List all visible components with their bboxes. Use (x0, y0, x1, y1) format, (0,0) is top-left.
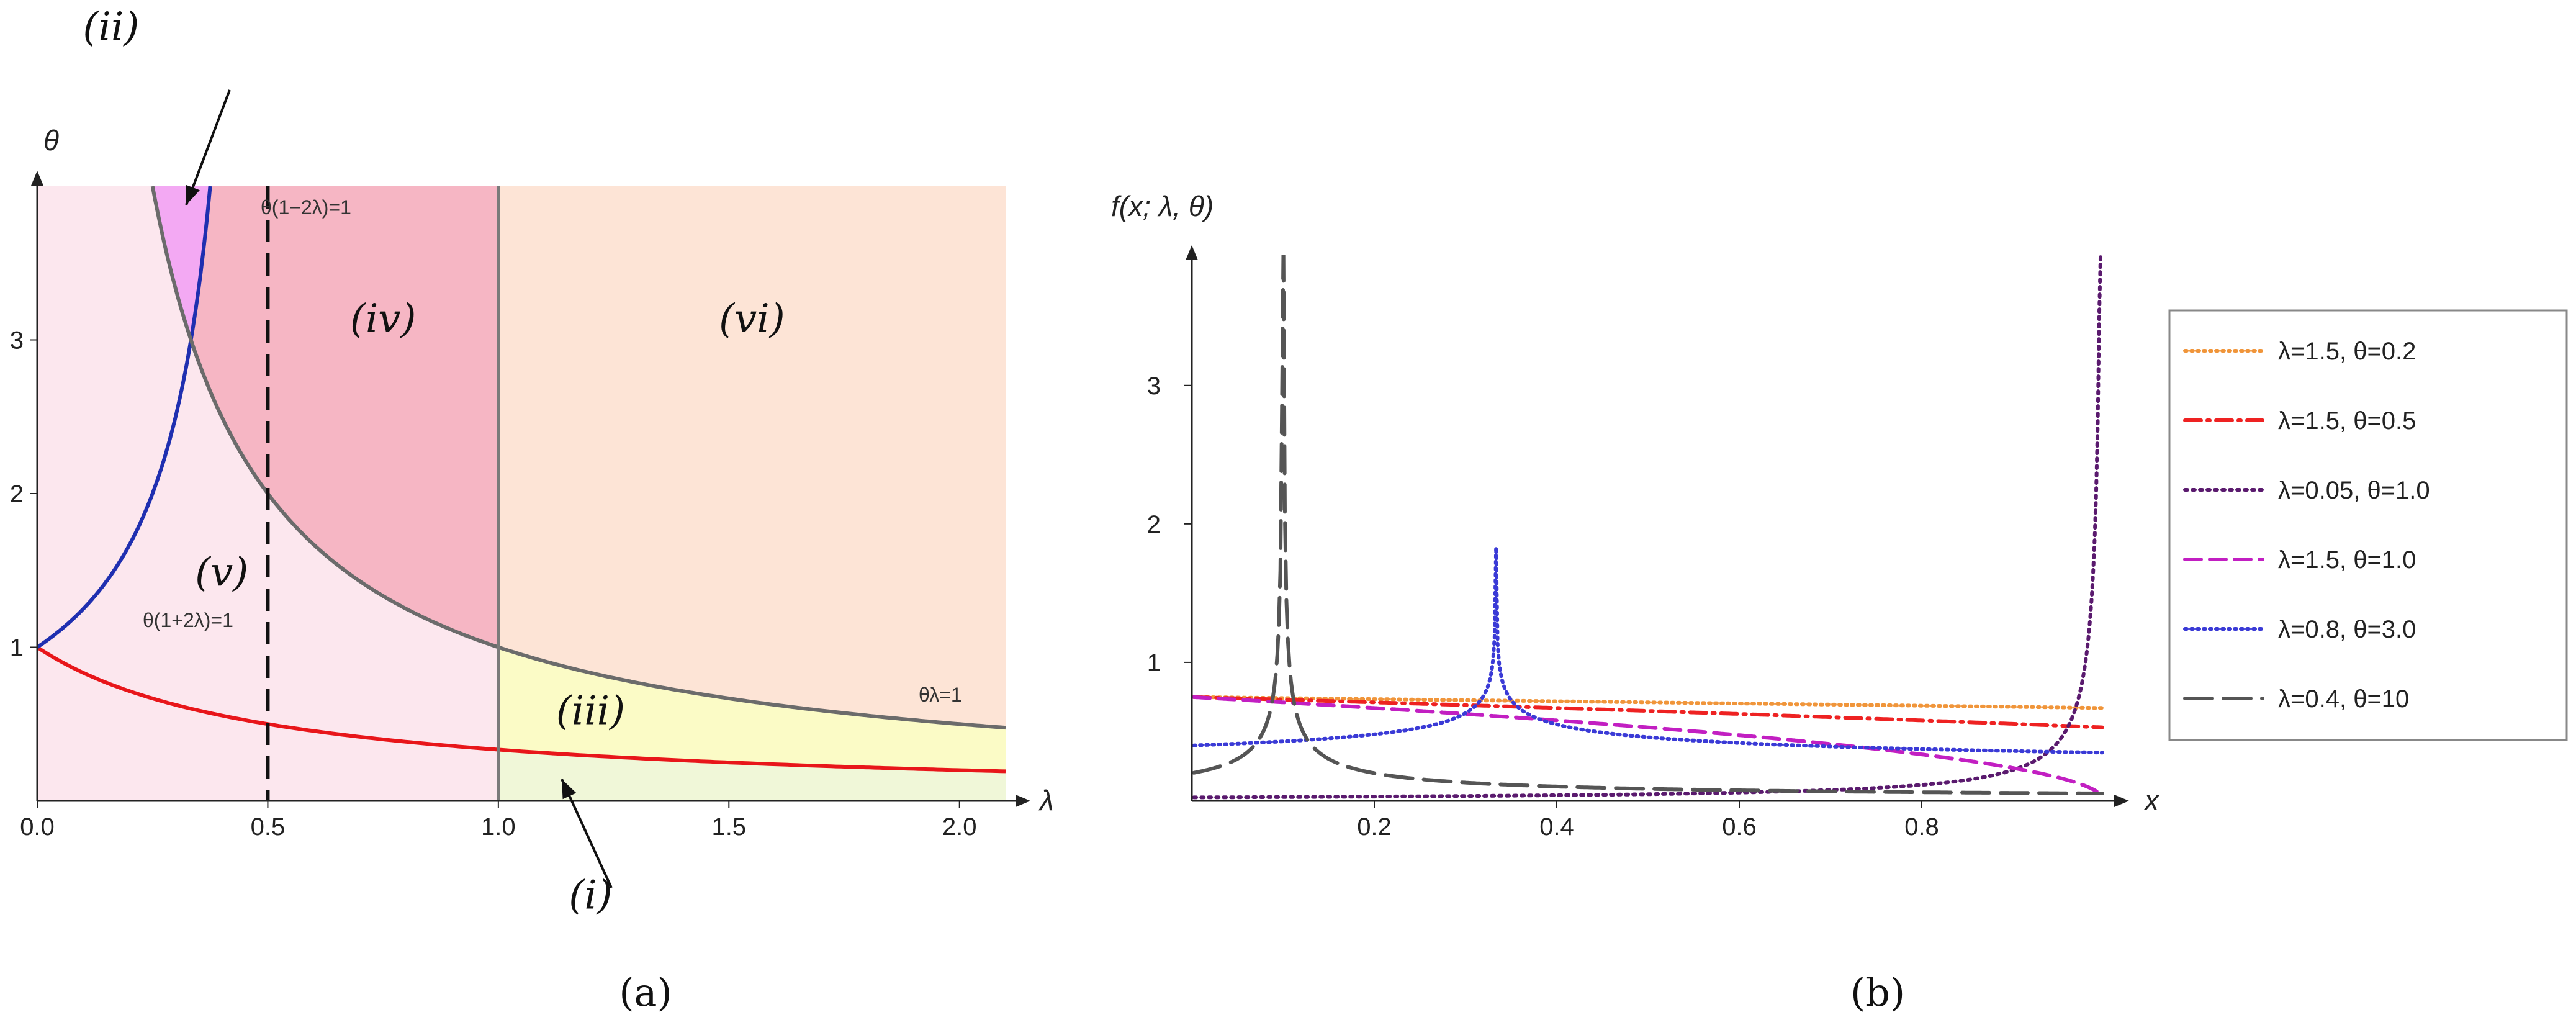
panel-b-legend: λ=1.5, θ=0.2 λ=1.5, θ=0.5 λ=0.05, θ=1.0 λ=1… (2168, 309, 2568, 741)
panel-a-xtick-label: 1.0 (481, 813, 516, 841)
legend-entry-0-05-1-0: λ=0.05, θ=1.0 (2278, 477, 2430, 504)
panel-a-xtick-label: 0.0 (20, 813, 55, 841)
panel-a-x-arrow (1016, 795, 1030, 807)
legend-entry-1-5-0-5: λ=1.5, θ=0.5 (2278, 407, 2416, 435)
panel-a-labels: θ(1+2λ)=1 θ(1−2λ)=1 θλ=1 (i) (ii) (iii) (iv) (v… (83, 4, 961, 918)
series-line-1-5-0-5 (1192, 695, 2104, 729)
curve-red-theta-1-plus-2lambda (36, 645, 1006, 774)
panel-b-xtick-label: 0.2 (1357, 813, 1392, 841)
panel-b-y-arrow (1186, 245, 1198, 260)
region-label-vi: (vi) (719, 296, 785, 342)
series-line-1-5-1-0 (1192, 695, 2104, 798)
panel-b-xtick-label: 0.8 (1904, 813, 1939, 841)
region-i (498, 749, 1006, 801)
curve-gray-theta-lambda (150, 186, 1006, 730)
curve-label-1-2-1: θ(1+2λ)=1 (143, 609, 233, 631)
panel-b-ylabel: f(x; λ, θ) (1111, 190, 1214, 222)
pointer-arrow-ii-head (186, 184, 200, 205)
region-label-i: (i) (569, 872, 612, 918)
panel-b-chart: 0.2 0.4 0.6 0.8 1 2 3 f(x; λ, θ) x (b) λ=1.5, … (1111, 190, 2568, 1015)
panel-a-y-arrow (31, 171, 43, 186)
pointer-arrow-i-head (562, 779, 577, 800)
panel-b-ytick-label: 1 (1147, 649, 1161, 677)
legend-entry-0-8-3-0: λ=0.8, θ=3.0 (2278, 616, 2416, 643)
series-line-0-4-10 (1192, 255, 2104, 795)
region-label-iii: (iii) (556, 688, 625, 734)
region-label-iv: (iv) (350, 296, 417, 342)
region-vi (498, 186, 1006, 801)
pointer-arrow-ii (185, 89, 231, 205)
panel-b-xlabel: x (2143, 784, 2160, 816)
panel-b-ytick-label: 2 (1147, 511, 1161, 538)
region-iii (498, 647, 1006, 772)
legend-box (2168, 309, 2568, 741)
panel-a-chart: 0.0 0.5 1.0 1.5 2.0 1 2 3 θ(1+2λ)=1 θ(1−2λ)=1 θλ=… (10, 4, 1054, 1015)
panel-a-xtick-label: 0.5 (251, 813, 286, 841)
panel-a-ytick-label: 1 (10, 634, 24, 662)
panel-a-label: (a) (619, 970, 672, 1015)
panel-b-xtick-label: 0.4 (1539, 813, 1574, 841)
region-label-v: (v) (195, 550, 248, 596)
curve-blue-theta-1-minus-2lambda (36, 186, 212, 649)
series-line-0-8-3-0 (1192, 547, 2104, 755)
panel-b-ytick-label: 3 (1147, 373, 1161, 400)
panel-b-series (1192, 255, 2104, 800)
panel-a-xlabel: λ (1038, 784, 1054, 816)
legend-entry-1-5-1-0: λ=1.5, θ=1.0 (2278, 546, 2416, 574)
curve-label-1-2-1: θ(1−2λ)=1 (261, 196, 351, 219)
panel-a-axes: 0.0 0.5 1.0 1.5 2.0 1 2 3 (10, 171, 1030, 841)
panel-a-ytick-label: 3 (10, 327, 24, 354)
panel-a-xtick-label: 2.0 (942, 813, 977, 841)
series-line-1-5-0-2 (1192, 695, 2104, 710)
legend-entry-1-5-0-2: λ=1.5, θ=0.2 (2278, 338, 2416, 365)
panel-a-xtick-label: 1.5 (711, 813, 746, 841)
panel-a-curves (36, 186, 1006, 801)
region-iv (152, 186, 498, 648)
legend-entry-0-4-10: λ=0.4, θ=10 (2278, 685, 2409, 713)
panel-b-axes: 0.2 0.4 0.6 0.8 1 2 3 (1147, 245, 2129, 841)
panel-b-xtick-label: 0.6 (1722, 813, 1757, 841)
panel-b-x-arrow (2114, 795, 2129, 807)
panel-b-label: (b) (1850, 970, 1905, 1015)
curve-label-1: θλ=1 (919, 684, 962, 706)
panel-a-ytick-label: 2 (10, 481, 24, 508)
pointer-arrow-i (561, 779, 613, 888)
panel-a-regions (37, 186, 1006, 801)
panel-a-ylabel: θ (43, 124, 59, 156)
series-line-0-05-1-0 (1192, 255, 2103, 800)
region-label-ii: (ii) (83, 4, 139, 50)
